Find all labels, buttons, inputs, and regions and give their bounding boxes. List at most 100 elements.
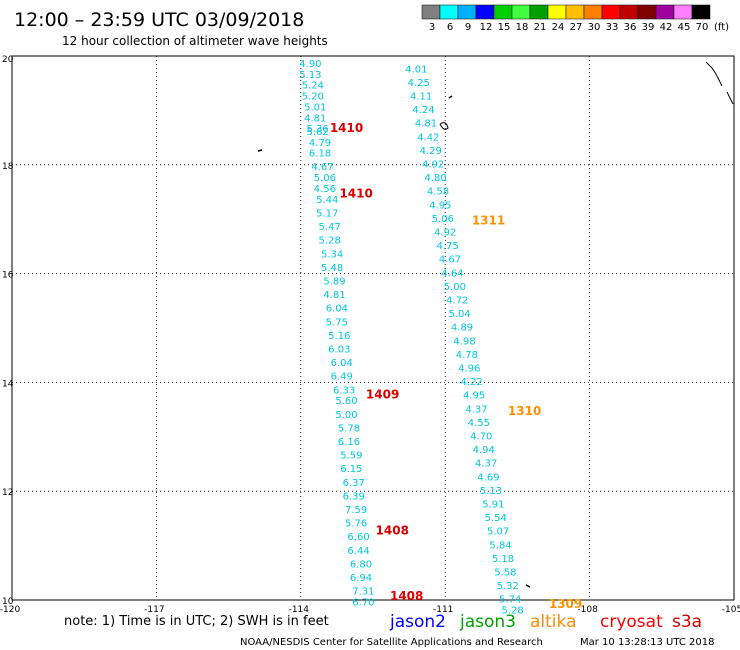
wave-height-value: 7.31 bbox=[352, 587, 374, 598]
wave-height-value: 5.06 bbox=[432, 214, 454, 225]
legend-label: 36 bbox=[624, 22, 637, 33]
pass-time-label: 1408 bbox=[390, 589, 423, 603]
x-tick-label: -111 bbox=[433, 605, 453, 615]
legend-swatch bbox=[421, 4, 441, 20]
x-tick-label: -120 bbox=[0, 605, 20, 615]
wave-height-value: 5.44 bbox=[316, 195, 338, 206]
wave-height-value: 4.98 bbox=[453, 336, 475, 347]
wave-height-value: 4.70 bbox=[470, 432, 492, 443]
wave-height-value: 6.60 bbox=[347, 532, 369, 543]
wave-height-value: 5.28 bbox=[501, 606, 523, 617]
wave-height-value: 5.74 bbox=[499, 595, 521, 606]
legend-label: 12 bbox=[480, 22, 493, 33]
legend-label: 18 bbox=[516, 22, 529, 33]
pass-time-label: 1409 bbox=[366, 388, 399, 402]
satellite-legend: jason2 jason3 altika cryosat s3a bbox=[389, 612, 702, 632]
wave-height-value: 4.67 bbox=[311, 162, 333, 173]
wave-height-value: 5.36 bbox=[307, 124, 329, 135]
legend-label: 21 bbox=[534, 22, 547, 33]
y-tick-label: 14 bbox=[2, 379, 14, 389]
satellite-cryosat: cryosat bbox=[600, 612, 663, 632]
wave-height-value: 4.79 bbox=[309, 138, 331, 149]
wave-height-value: 6.80 bbox=[350, 559, 372, 570]
legend-label: 42 bbox=[660, 22, 673, 33]
wave-height-value: 4.92 bbox=[434, 228, 456, 239]
legend-swatch bbox=[475, 4, 495, 20]
legend-label: 15 bbox=[498, 22, 511, 33]
wave-height-value: 5.28 bbox=[319, 236, 341, 247]
wave-height-value: 4.22 bbox=[461, 377, 483, 388]
wave-height-value: 5.89 bbox=[323, 276, 345, 287]
legend-unit: (ft) bbox=[714, 22, 729, 33]
wave-height-value: 4.37 bbox=[475, 459, 497, 470]
y-tick-label: 12 bbox=[2, 488, 13, 498]
wave-height-value: 4.81 bbox=[415, 119, 437, 130]
wave-height-value: 5.75 bbox=[326, 317, 348, 328]
wave-height-value: 5.01 bbox=[304, 102, 326, 113]
wave-height-value: 5.54 bbox=[485, 513, 507, 524]
wave-height-value: 6.04 bbox=[326, 304, 348, 315]
wave-height-value: 5.18 bbox=[492, 554, 514, 565]
plot-frame bbox=[11, 55, 735, 601]
legend-swatch bbox=[547, 4, 567, 20]
satellite-jason2: jason2 bbox=[389, 612, 446, 632]
wave-height-value: 5.32 bbox=[497, 581, 519, 592]
wave-height-value: 5.00 bbox=[444, 282, 466, 293]
wave-height-value: 5.48 bbox=[321, 263, 343, 274]
legend-label: 27 bbox=[570, 22, 583, 33]
y-tick-label: 16 bbox=[2, 271, 14, 281]
island-shape bbox=[439, 122, 449, 130]
wave-height-value: 6.39 bbox=[343, 491, 365, 502]
wave-height-value: 5.47 bbox=[319, 222, 341, 233]
legend-swatch bbox=[511, 4, 531, 20]
wave-height-value: 4.69 bbox=[477, 472, 499, 483]
legend-swatch bbox=[619, 4, 639, 20]
wave-height-value: 5.91 bbox=[482, 500, 504, 511]
wave-height-value: 5.04 bbox=[449, 309, 471, 320]
wave-height-value: 4.94 bbox=[473, 445, 495, 456]
wave-height-value: 5.60 bbox=[335, 396, 357, 407]
legend-swatch bbox=[637, 4, 657, 20]
island-shape bbox=[257, 149, 263, 152]
wave-height-value: 4.01 bbox=[405, 64, 427, 75]
pass-time-label: 1309 bbox=[549, 597, 582, 611]
time-annotations: 1410 1410 1409 1408 1408 1311 1310 1309 bbox=[330, 121, 582, 611]
wave-height-value: 4.89 bbox=[451, 323, 473, 334]
wave-height-value: 5.16 bbox=[328, 331, 350, 342]
satellite-altika: altika bbox=[530, 612, 577, 632]
legend-swatch bbox=[493, 4, 513, 20]
wave-height-value: 5.76 bbox=[345, 519, 367, 530]
wave-height-value: 5.34 bbox=[321, 249, 343, 260]
legend-label: 70 bbox=[696, 22, 709, 33]
wave-height-value: 5.00 bbox=[335, 410, 357, 421]
wave-height-value: 6.03 bbox=[328, 344, 350, 355]
wave-height-value: 4.95 bbox=[463, 391, 485, 402]
wave-height-value: 4.42 bbox=[417, 132, 439, 143]
legend-label: 30 bbox=[588, 22, 601, 33]
satellite-s3a: s3a bbox=[672, 612, 702, 632]
wave-height-value: 4.64 bbox=[441, 268, 463, 279]
x-tick-label: -105 bbox=[722, 605, 740, 615]
wave-height-points: 4.905.135.245.205.014.815.365.624.796.18… bbox=[299, 59, 523, 617]
legend-label: 9 bbox=[465, 22, 471, 33]
wave-height-value: 4.81 bbox=[323, 290, 345, 301]
satellite-jason3: jason3 bbox=[459, 612, 516, 632]
wave-height-value: 6.16 bbox=[338, 437, 360, 448]
wave-height-value: 6.33 bbox=[333, 385, 355, 396]
wave-height-value: 5.20 bbox=[302, 92, 324, 103]
legend-swatch bbox=[529, 4, 549, 20]
wave-height-value: 4.11 bbox=[410, 92, 432, 103]
wave-height-value: 4.95 bbox=[429, 200, 451, 211]
wave-height-value: 6.70 bbox=[352, 597, 374, 608]
color-legend: 3 6 9 12 15 18 21 24 27 30 33 36 39 42 45 70 bbox=[421, 4, 711, 33]
y-tick-label: 20 bbox=[2, 55, 14, 65]
y-tick-label: 10 bbox=[2, 597, 14, 607]
wave-height-value: 4.58 bbox=[427, 187, 449, 198]
footer-credit: NOAA/NESDIS Center for Satellite Applica… bbox=[240, 637, 543, 648]
wave-height-value: 7.59 bbox=[345, 505, 367, 516]
pass-time-label: 1310 bbox=[508, 404, 541, 418]
x-tick-label: -108 bbox=[577, 605, 598, 615]
wave-height-value: 5.78 bbox=[338, 423, 360, 434]
legend-swatch bbox=[565, 4, 585, 20]
wave-height-value: 5.58 bbox=[494, 568, 516, 579]
